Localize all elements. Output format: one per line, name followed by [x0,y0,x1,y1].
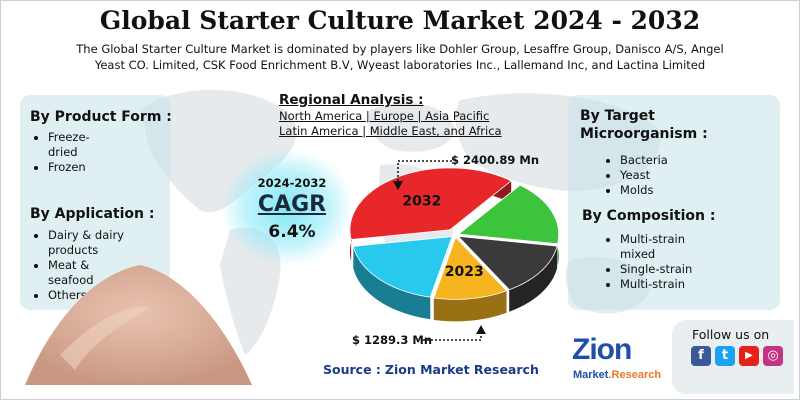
composition-title: By Composition : [582,208,716,224]
page-title: Global Starter Culture Market 2024 - 203… [99,6,701,35]
list-item: Molds [620,183,770,198]
source-label: Source : [323,362,381,377]
source-value: Zion Market Research [384,362,539,377]
right-segment-panel [568,95,780,310]
application-title: By Application : [30,206,155,222]
pie-slice-label: 2023 [445,264,484,280]
zion-logo-subtitle: Market.Research [573,369,661,381]
pie-slice-segment-4 [352,236,453,298]
pie-slice-side [433,290,507,322]
pie-slice-segment-1 [457,184,560,245]
list-item: Frozen [48,160,158,175]
list-item: Dairy & dairy products [48,228,148,258]
follow-label: Follow us on [692,327,770,342]
product-form-title: By Product Form : [30,109,172,125]
list-item: Others [48,288,158,303]
twitter-icon[interactable]: t [715,346,735,366]
pie-slice-side [509,246,558,312]
regional-analysis-title: Regional Analysis : [279,92,424,108]
pie-slice-2023 [433,236,508,300]
facebook-icon[interactable]: f [691,346,711,366]
powder-pile-image [25,265,252,385]
source-line: Source : Zion Market Research [323,362,539,377]
pie-slice-side [353,246,431,320]
list-item: Single-strain [620,262,750,277]
pie-slice-label: 2032 [402,193,441,209]
list-item: Yeast [620,168,770,183]
logo-sub-research: .Research [608,369,662,381]
list-item: Multi-strain mixed [620,232,720,262]
composition-list: Multi-strain mixed Single-strain Multi-s… [602,232,750,292]
target-title-line1: By Target [580,108,655,124]
page-subtitle: The Global Starter Culture Market is dom… [76,42,724,72]
cagr-period: 2024-2032 [257,176,327,190]
pie-slice-2032 [349,167,512,240]
value-label-2032: $ 2400.89 Mn [451,153,540,167]
target-list: Bacteria Yeast Molds [602,153,770,198]
zion-logo[interactable]: Zion [572,333,632,366]
list-item: Multi-strain [620,277,750,292]
regional-analysis-line-2: Latin America | Middle East, and Africa [279,124,502,138]
logo-sub-market: Market [573,369,609,381]
list-item: Meat & seafood [48,258,118,288]
cagr-label: CAGR [257,192,327,217]
application-list: Dairy & dairy products Meat & seafood Ot… [30,228,158,303]
list-item: Freeze-dried [48,130,108,160]
market-pie-chart: 2032 2023 [349,167,560,322]
product-form-list: Freeze-dried Frozen [30,130,158,175]
list-item: Bacteria [620,153,770,168]
annotation-2023-leader [423,325,486,341]
annotation-2032-leader [393,160,452,190]
pie-slice-segment-2 [457,235,558,291]
cagr-glow [222,150,352,265]
regional-analysis-line-1: North America | Europe | Asia Pacific [279,109,490,123]
instagram-icon[interactable]: ◎ [763,346,783,366]
youtube-icon[interactable]: ▶ [739,346,759,366]
cagr-value: 6.4% [268,222,316,242]
value-label-2023: $ 1289.3 Mn [352,333,433,347]
target-title-line2: Microorganism : [580,126,708,142]
